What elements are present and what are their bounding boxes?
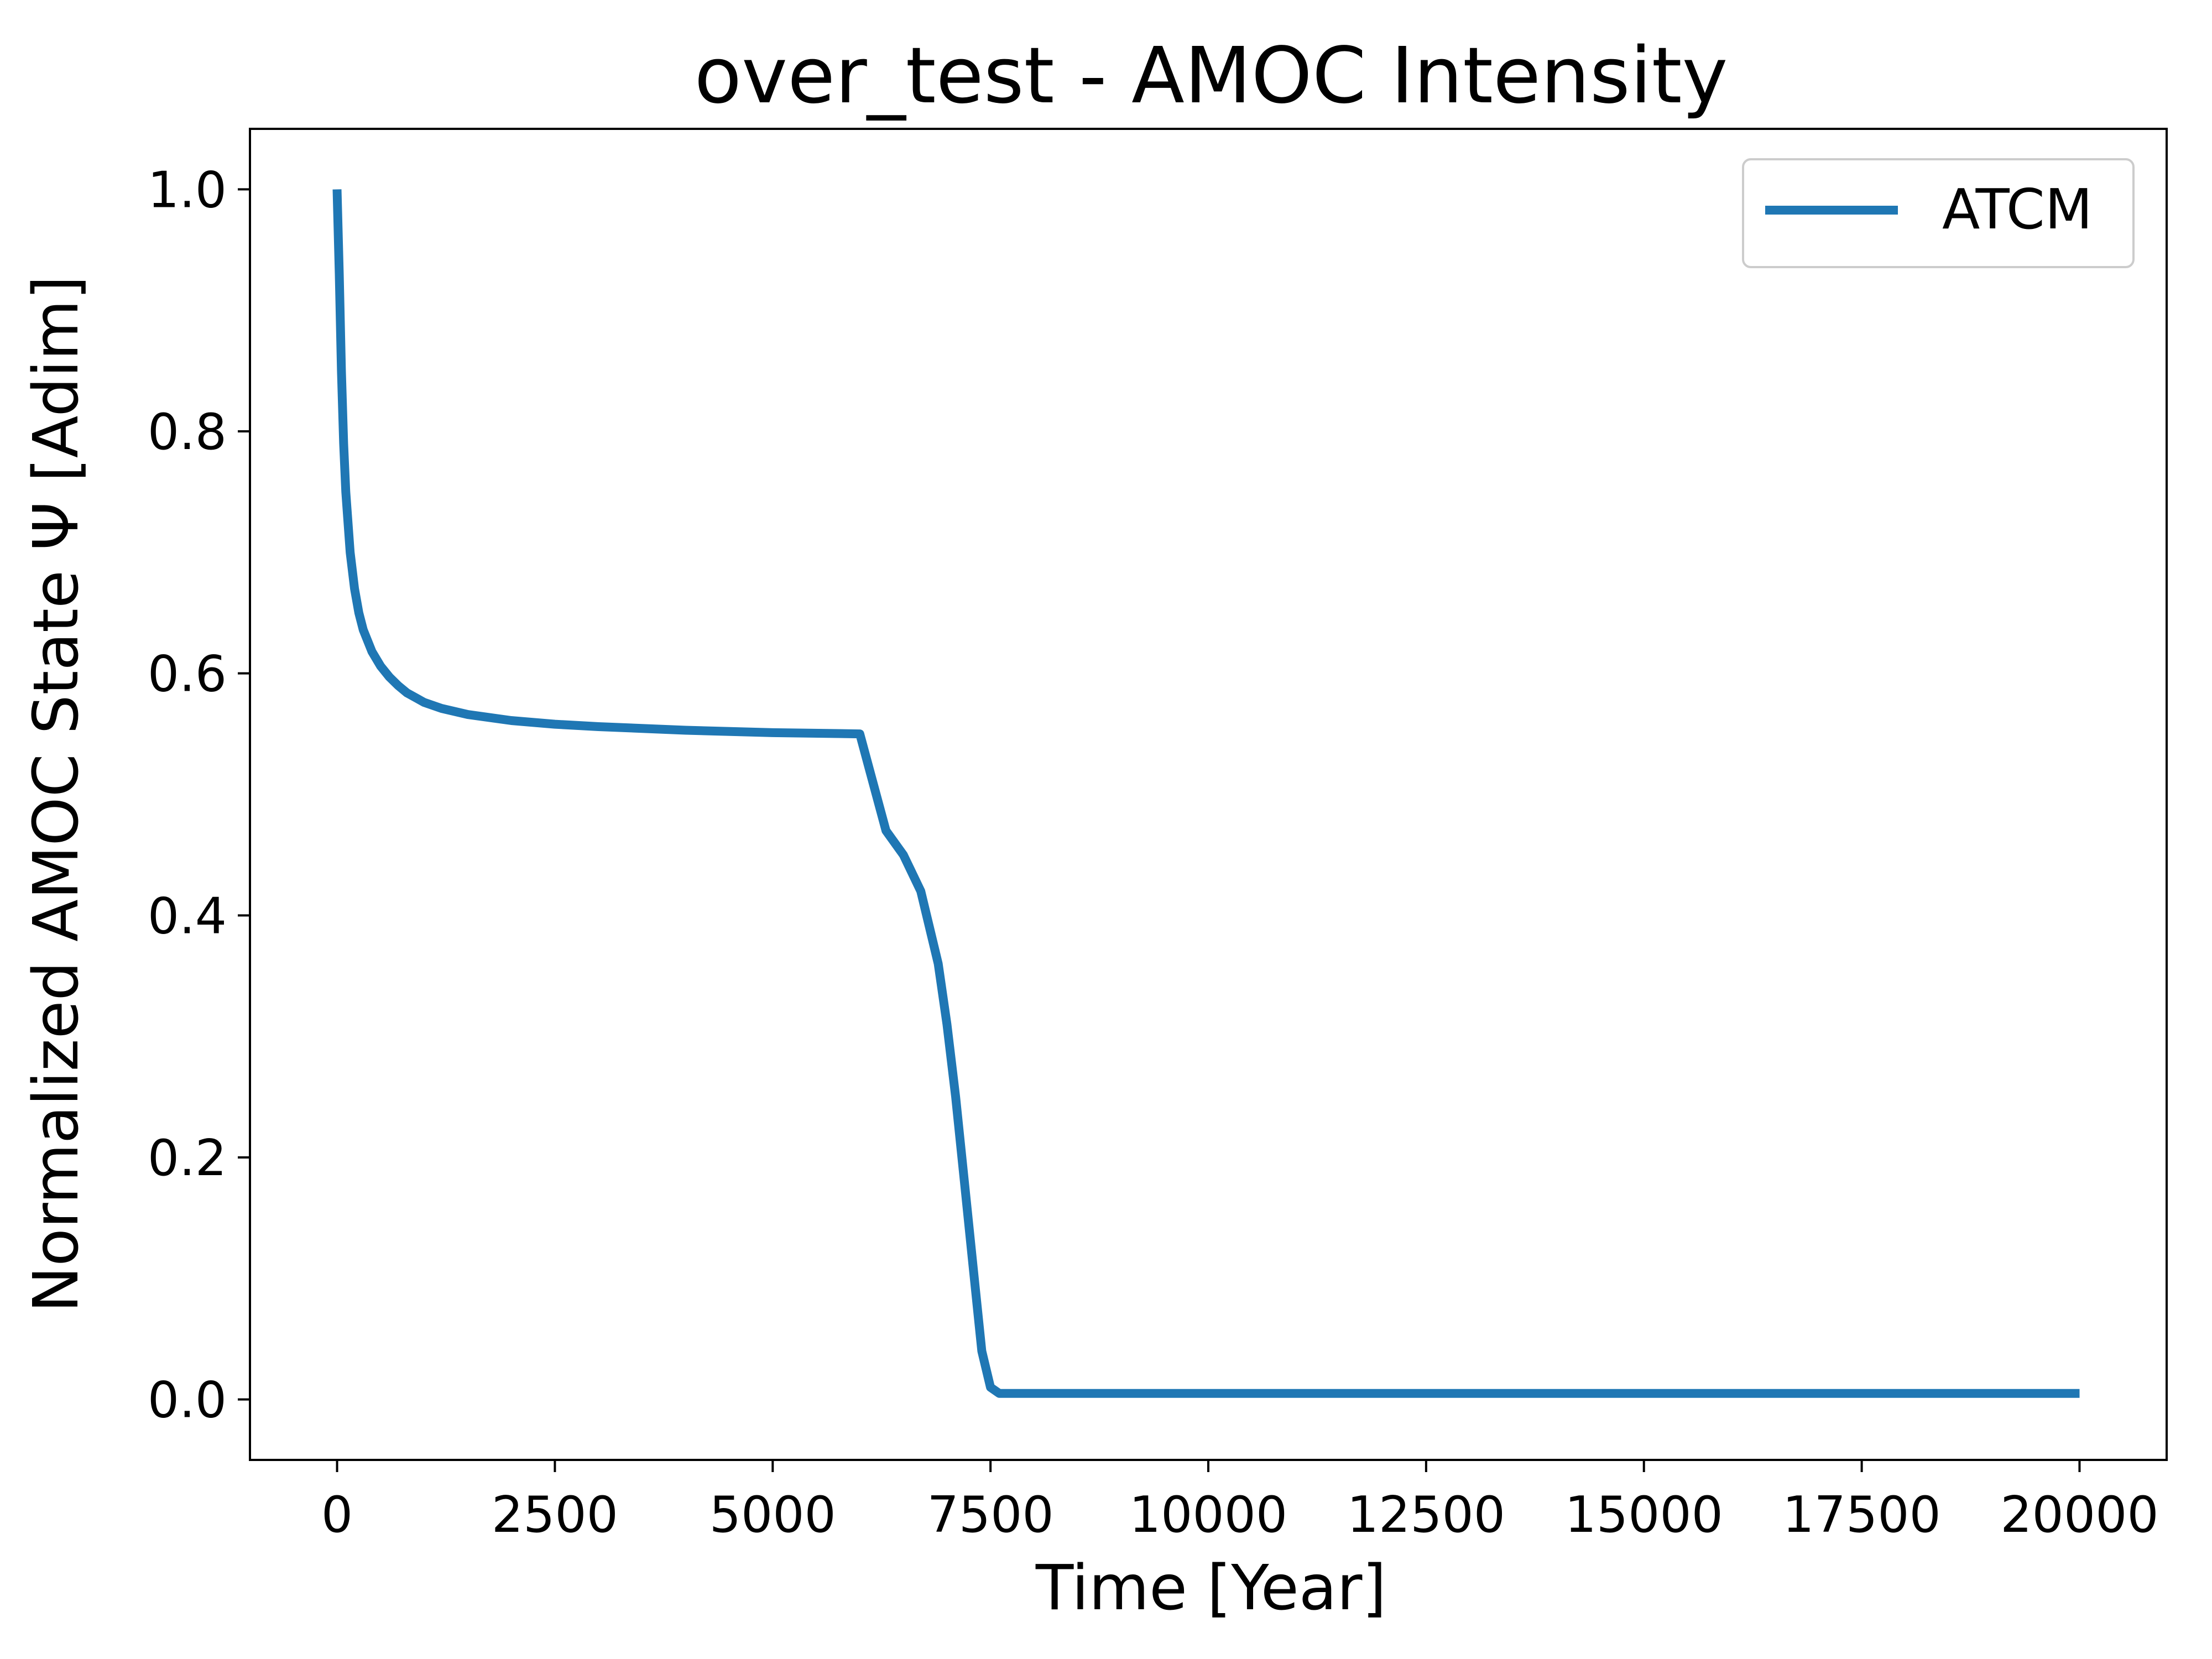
y-tick-label: 0.6 (148, 645, 227, 703)
y-tick-label: 0.2 (148, 1129, 227, 1187)
y-axis-title: Normalized AMOC State Ψ [Adim] (20, 275, 92, 1312)
x-axis-title: Time [Year] (1035, 1552, 1386, 1624)
x-tick-label: 0 (321, 1486, 353, 1544)
legend-box (1742, 158, 2135, 268)
y-tick-label: 0.8 (148, 403, 227, 461)
series-line-atcm (332, 189, 2080, 1398)
y-axis-ticks: 0.0 0.2 0.4 0.6 0.8 1.0 (148, 161, 250, 1430)
x-tick-label: 2500 (492, 1486, 618, 1544)
x-tick-label: 5000 (709, 1486, 836, 1544)
x-tick-label: 7500 (927, 1486, 1054, 1544)
legend: ATCM (1742, 158, 2135, 268)
x-tick-label: 17500 (1782, 1486, 1940, 1544)
legend-label-atcm: ATCM (1942, 177, 2093, 242)
y-tick-label: 0.4 (148, 887, 227, 945)
y-tick-label: 1.0 (148, 161, 227, 219)
chart-title: over_test - AMOC Intensity (695, 31, 1728, 121)
plot-area-frame (249, 128, 2168, 1461)
x-axis-ticks: 0 2500 5000 7500 10000 12500 15000 17500 20000 (321, 1460, 2159, 1544)
x-tick-label: 20000 (2000, 1486, 2158, 1544)
x-tick-label: 12500 (1347, 1486, 1505, 1544)
x-tick-label: 10000 (1129, 1486, 1287, 1544)
y-tick-label: 0.0 (148, 1371, 227, 1430)
x-tick-label: 15000 (1565, 1486, 1723, 1544)
